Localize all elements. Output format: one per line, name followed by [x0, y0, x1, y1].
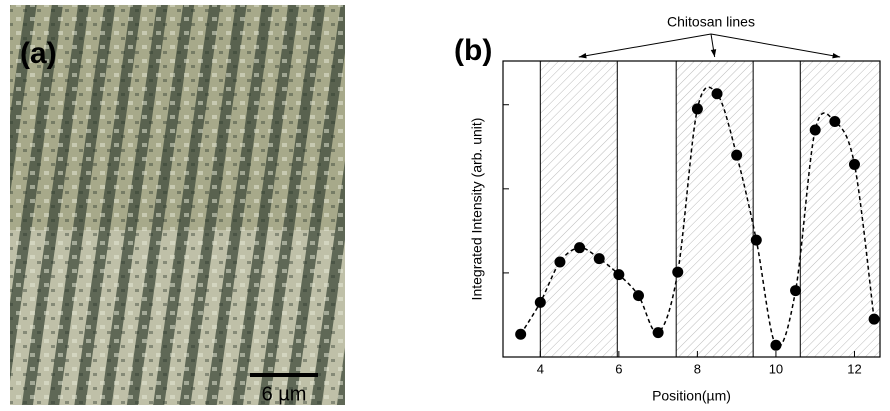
- data-point: [829, 116, 841, 128]
- chitosan-region: [539, 61, 618, 357]
- data-point: [848, 158, 860, 170]
- data-point: [672, 266, 684, 278]
- chitosan-region: [675, 61, 754, 357]
- data-point: [868, 313, 880, 325]
- data-point: [613, 269, 625, 281]
- y-axis-label: Integrated Intensity (arb. unit): [469, 118, 485, 301]
- data-point: [593, 253, 605, 265]
- x-axis-label: Position(µm): [652, 388, 731, 404]
- micrograph-texture: [10, 5, 345, 405]
- arrow-head: [832, 52, 841, 59]
- data-point: [534, 296, 546, 308]
- data-point: [574, 242, 586, 254]
- data-point: [809, 124, 821, 136]
- micrograph: (a) 6 µm: [10, 5, 345, 405]
- annotation-arrow: [710, 33, 841, 58]
- x-tick-label: 10: [769, 361, 783, 376]
- annotation-arrow: [578, 33, 712, 58]
- arrow-head: [710, 49, 717, 57]
- data-point: [731, 149, 743, 161]
- data-point: [711, 88, 723, 100]
- annotation: Chitosan lines: [667, 14, 755, 30]
- plot-area: [539, 61, 880, 357]
- data-point: [515, 328, 527, 340]
- arrow-head: [578, 53, 587, 59]
- chitosan-region: [799, 61, 880, 357]
- data-point: [790, 285, 802, 297]
- x-tick-label: 8: [694, 361, 701, 376]
- data-line: [520, 86, 875, 348]
- data-point: [632, 290, 644, 302]
- panel-label: (b): [454, 34, 492, 67]
- plot-frame: [502, 60, 881, 358]
- x-tick-label: 4: [537, 361, 544, 376]
- data-point: [770, 339, 782, 351]
- panel-label: (a): [20, 37, 57, 70]
- data-point: [750, 234, 762, 246]
- data-point: [554, 256, 566, 268]
- data-point: [652, 327, 664, 339]
- x-tick-label: 6: [615, 361, 622, 376]
- data-point: [691, 103, 703, 115]
- scale-bar-label: 6 µm: [262, 383, 307, 405]
- x-tick-label: 12: [847, 361, 861, 376]
